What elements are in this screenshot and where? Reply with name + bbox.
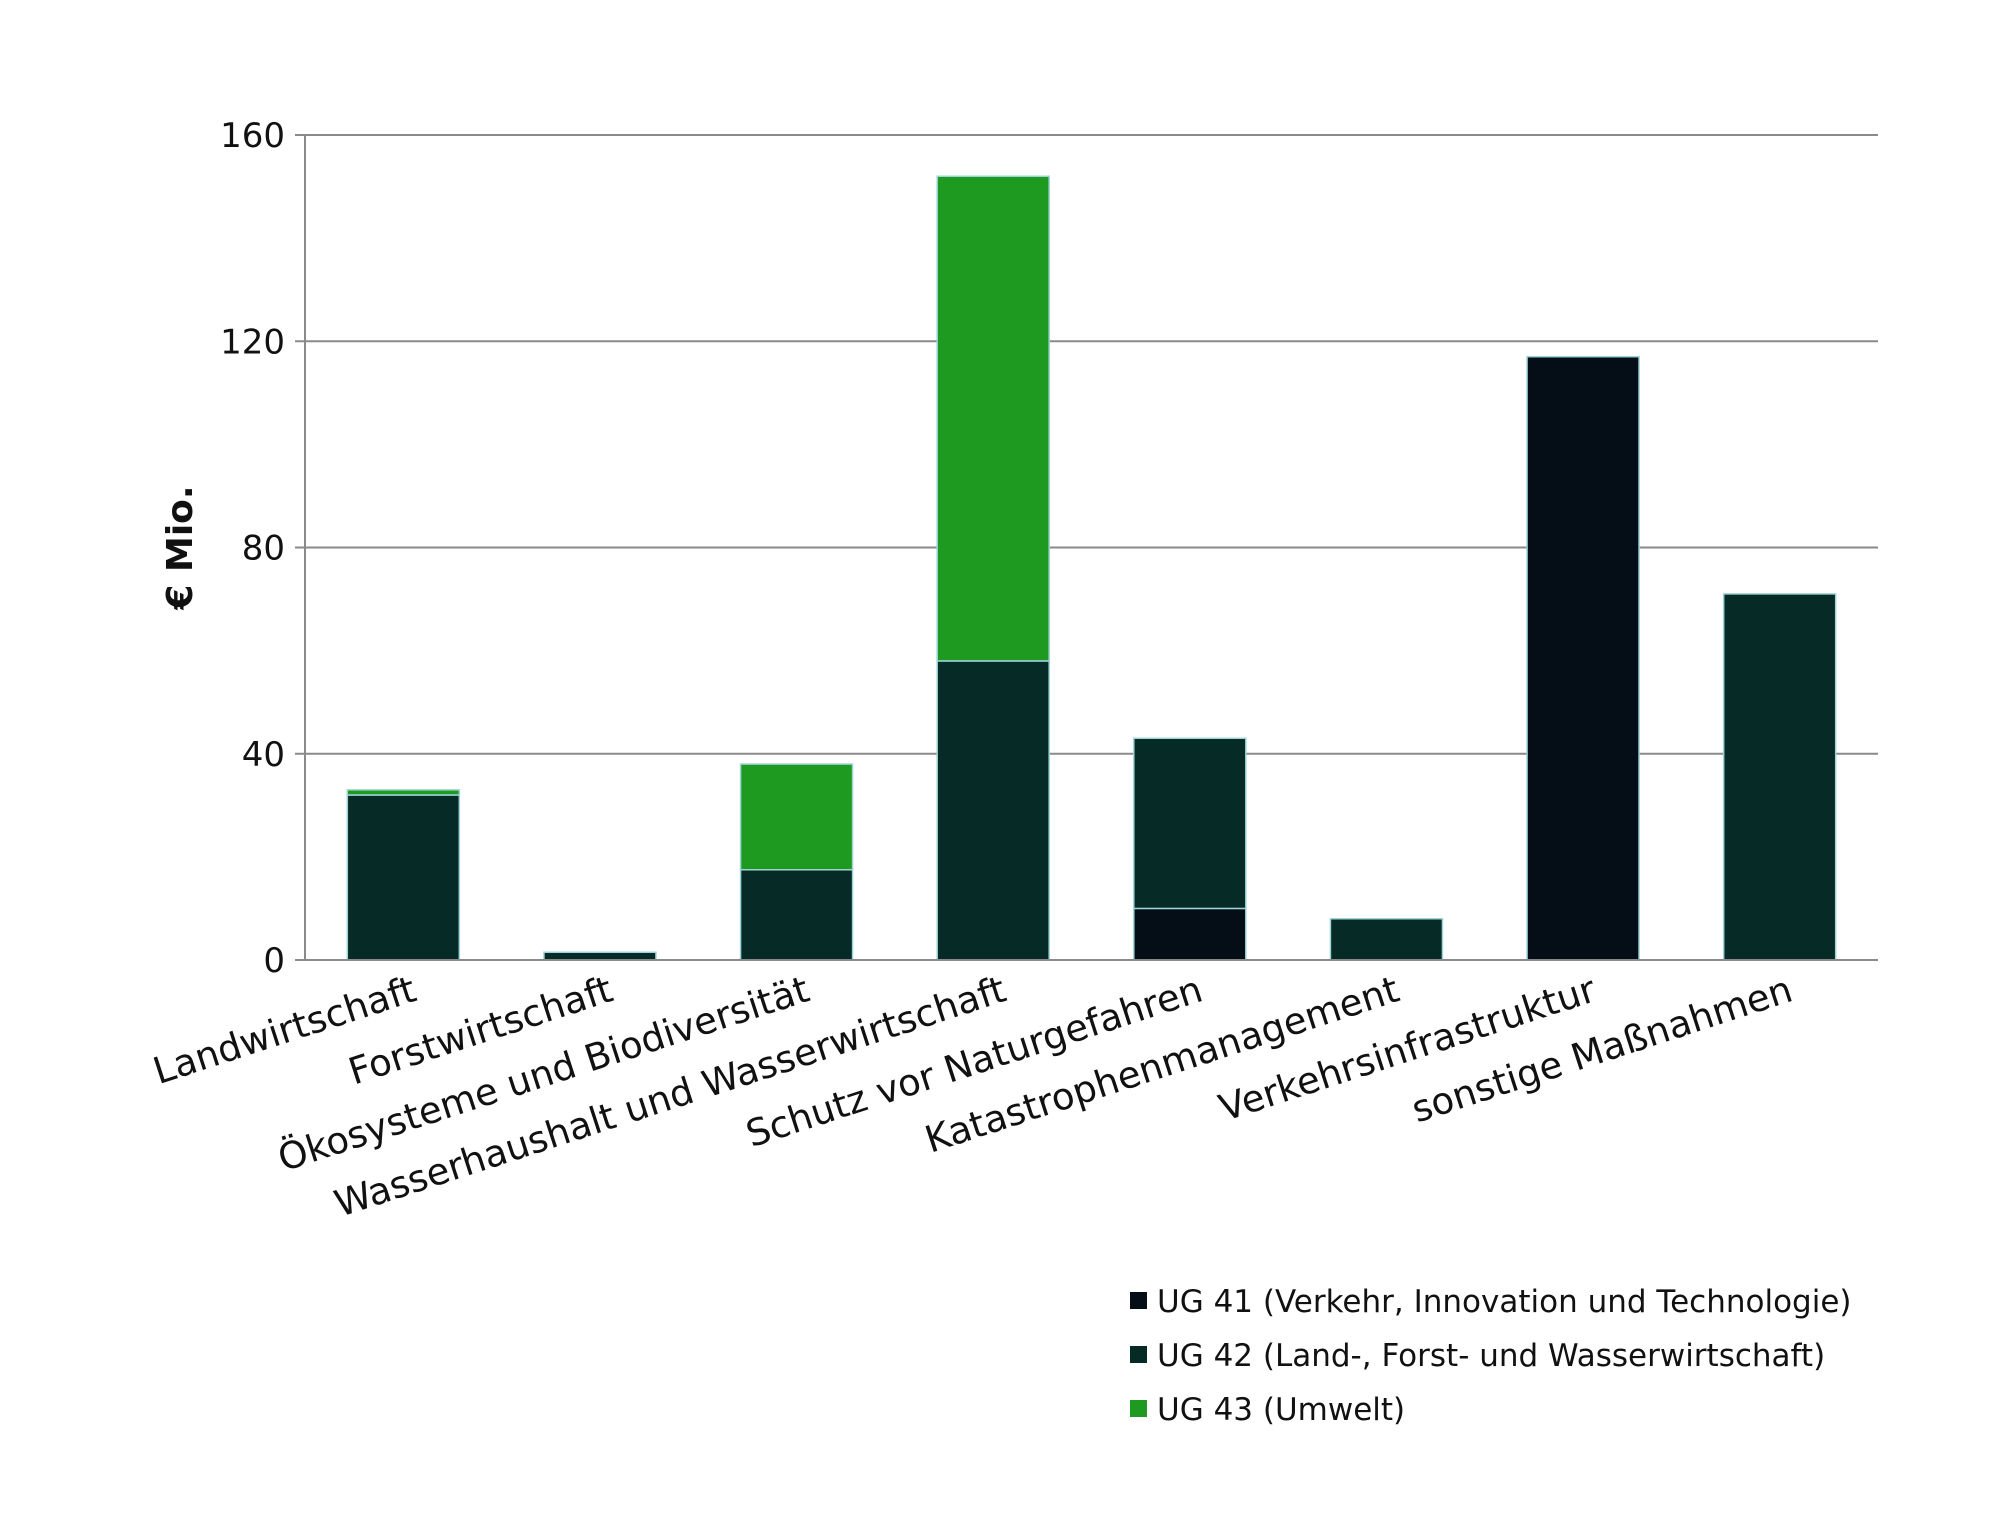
bar-segment: [1133, 737, 1247, 910]
y-tick-label: 40: [242, 735, 285, 775]
y-tick-label: 0: [263, 941, 285, 981]
bar-segment: [739, 763, 854, 871]
x-axis-labels: LandwirtschaftForstwirtschaftÖkosysteme …: [148, 967, 1797, 1225]
bar-segment: [936, 175, 1050, 662]
bar-segment: [1329, 918, 1444, 961]
legend-label: UG 42 (Land-, Forst- und Wasserwirtschaf…: [1157, 1338, 1825, 1374]
bar-segment: [1722, 593, 1837, 961]
legend-label: UG 41 (Verkehr, Innovation und Technolog…: [1157, 1284, 1852, 1320]
bar-segment: [1133, 907, 1247, 961]
bar-segment: [1526, 355, 1640, 961]
y-axis-ticks: 0 40 80 120 160: [220, 116, 285, 981]
gridlines: [295, 134, 1878, 961]
bar-segment: [346, 789, 461, 796]
legend-label: UG 43 (Umwelt): [1157, 1392, 1405, 1428]
bar-segment: [739, 869, 854, 961]
bar-segment: [346, 794, 461, 961]
y-axis-label: € Mio.: [160, 485, 201, 610]
legend: UG 41 (Verkehr, Innovation und Technolog…: [1130, 1284, 1852, 1428]
y-tick-label: 160: [220, 116, 285, 156]
legend-swatch: [1130, 1346, 1147, 1363]
bar-segment: [936, 660, 1050, 961]
legend-swatch: [1130, 1292, 1147, 1309]
legend-swatch: [1130, 1400, 1147, 1417]
bars: [346, 175, 1837, 961]
bar-segment: [543, 951, 657, 961]
y-tick-label: 120: [220, 322, 285, 362]
y-tick-label: 80: [242, 529, 285, 569]
